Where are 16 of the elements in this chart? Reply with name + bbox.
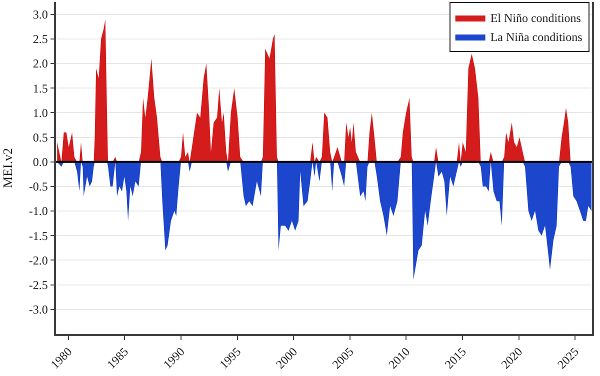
y-tick-label: 2.5	[32, 32, 48, 46]
legend-label: La Niña conditions	[490, 30, 583, 44]
legend-label: El Niño conditions	[490, 11, 582, 26]
y-tick-label: 1.0	[32, 106, 48, 120]
y-tick-label: 2.0	[32, 56, 48, 71]
y-tick-label: 1.5	[32, 81, 48, 96]
y-tick-label: -1.5	[28, 228, 48, 243]
y-tick-label: -3.0	[28, 302, 48, 317]
y-tick-label: -1.0	[28, 204, 48, 218]
y-tick-label: 0.0	[32, 155, 48, 170]
y-tick-label: -2.0	[28, 253, 48, 268]
y-tick-label: -0.5	[28, 180, 48, 194]
y-tick-label: 3.0	[32, 8, 48, 22]
y-tick-label: 0.5	[32, 130, 48, 144]
y-tick-label: -2.5	[28, 278, 48, 292]
y-axis-title: MEI.v2	[0, 148, 15, 188]
